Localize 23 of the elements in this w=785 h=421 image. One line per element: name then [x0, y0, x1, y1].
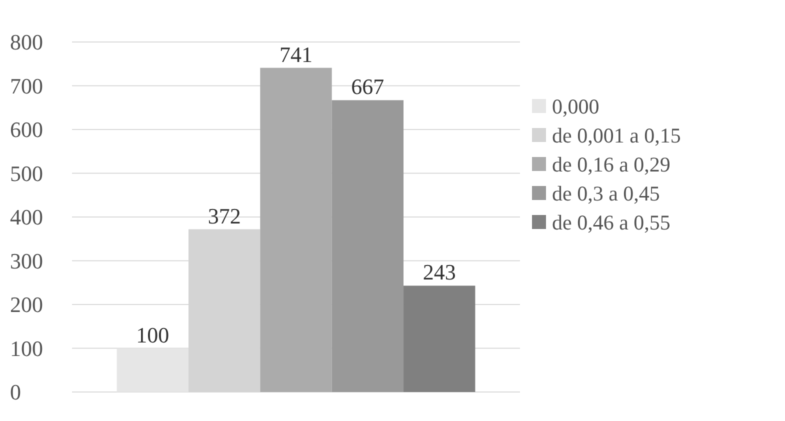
- bar: [404, 286, 476, 392]
- data-label: 741: [280, 42, 312, 67]
- legend-label: de 0,001 a 0,15: [552, 123, 681, 148]
- data-label: 667: [351, 74, 384, 100]
- bar: [116, 348, 188, 392]
- legend-label: de 0,3 a 0,45: [552, 181, 660, 206]
- y-tick-label: 400: [10, 204, 43, 230]
- legend-label: 0,000: [552, 94, 600, 118]
- bar: [332, 100, 404, 392]
- y-tick-label: 200: [10, 292, 43, 318]
- y-tick-label: 0: [10, 380, 21, 405]
- y-tick-label: 100: [10, 336, 43, 361]
- legend-label: de 0,46 a 0,55: [552, 210, 670, 234]
- y-tick-label: 800: [10, 30, 43, 55]
- y-tick-label: 300: [10, 248, 43, 274]
- y-tick-label: 500: [10, 160, 43, 186]
- data-label: 100: [136, 322, 170, 348]
- y-tick-label: 600: [10, 117, 43, 142]
- data-label: 372: [208, 203, 241, 228]
- data-label: 243: [422, 260, 456, 285]
- bar: [260, 68, 332, 392]
- y-tick-label: 700: [10, 73, 43, 98]
- legend-label: de 0,16 a 0,29: [552, 152, 670, 176]
